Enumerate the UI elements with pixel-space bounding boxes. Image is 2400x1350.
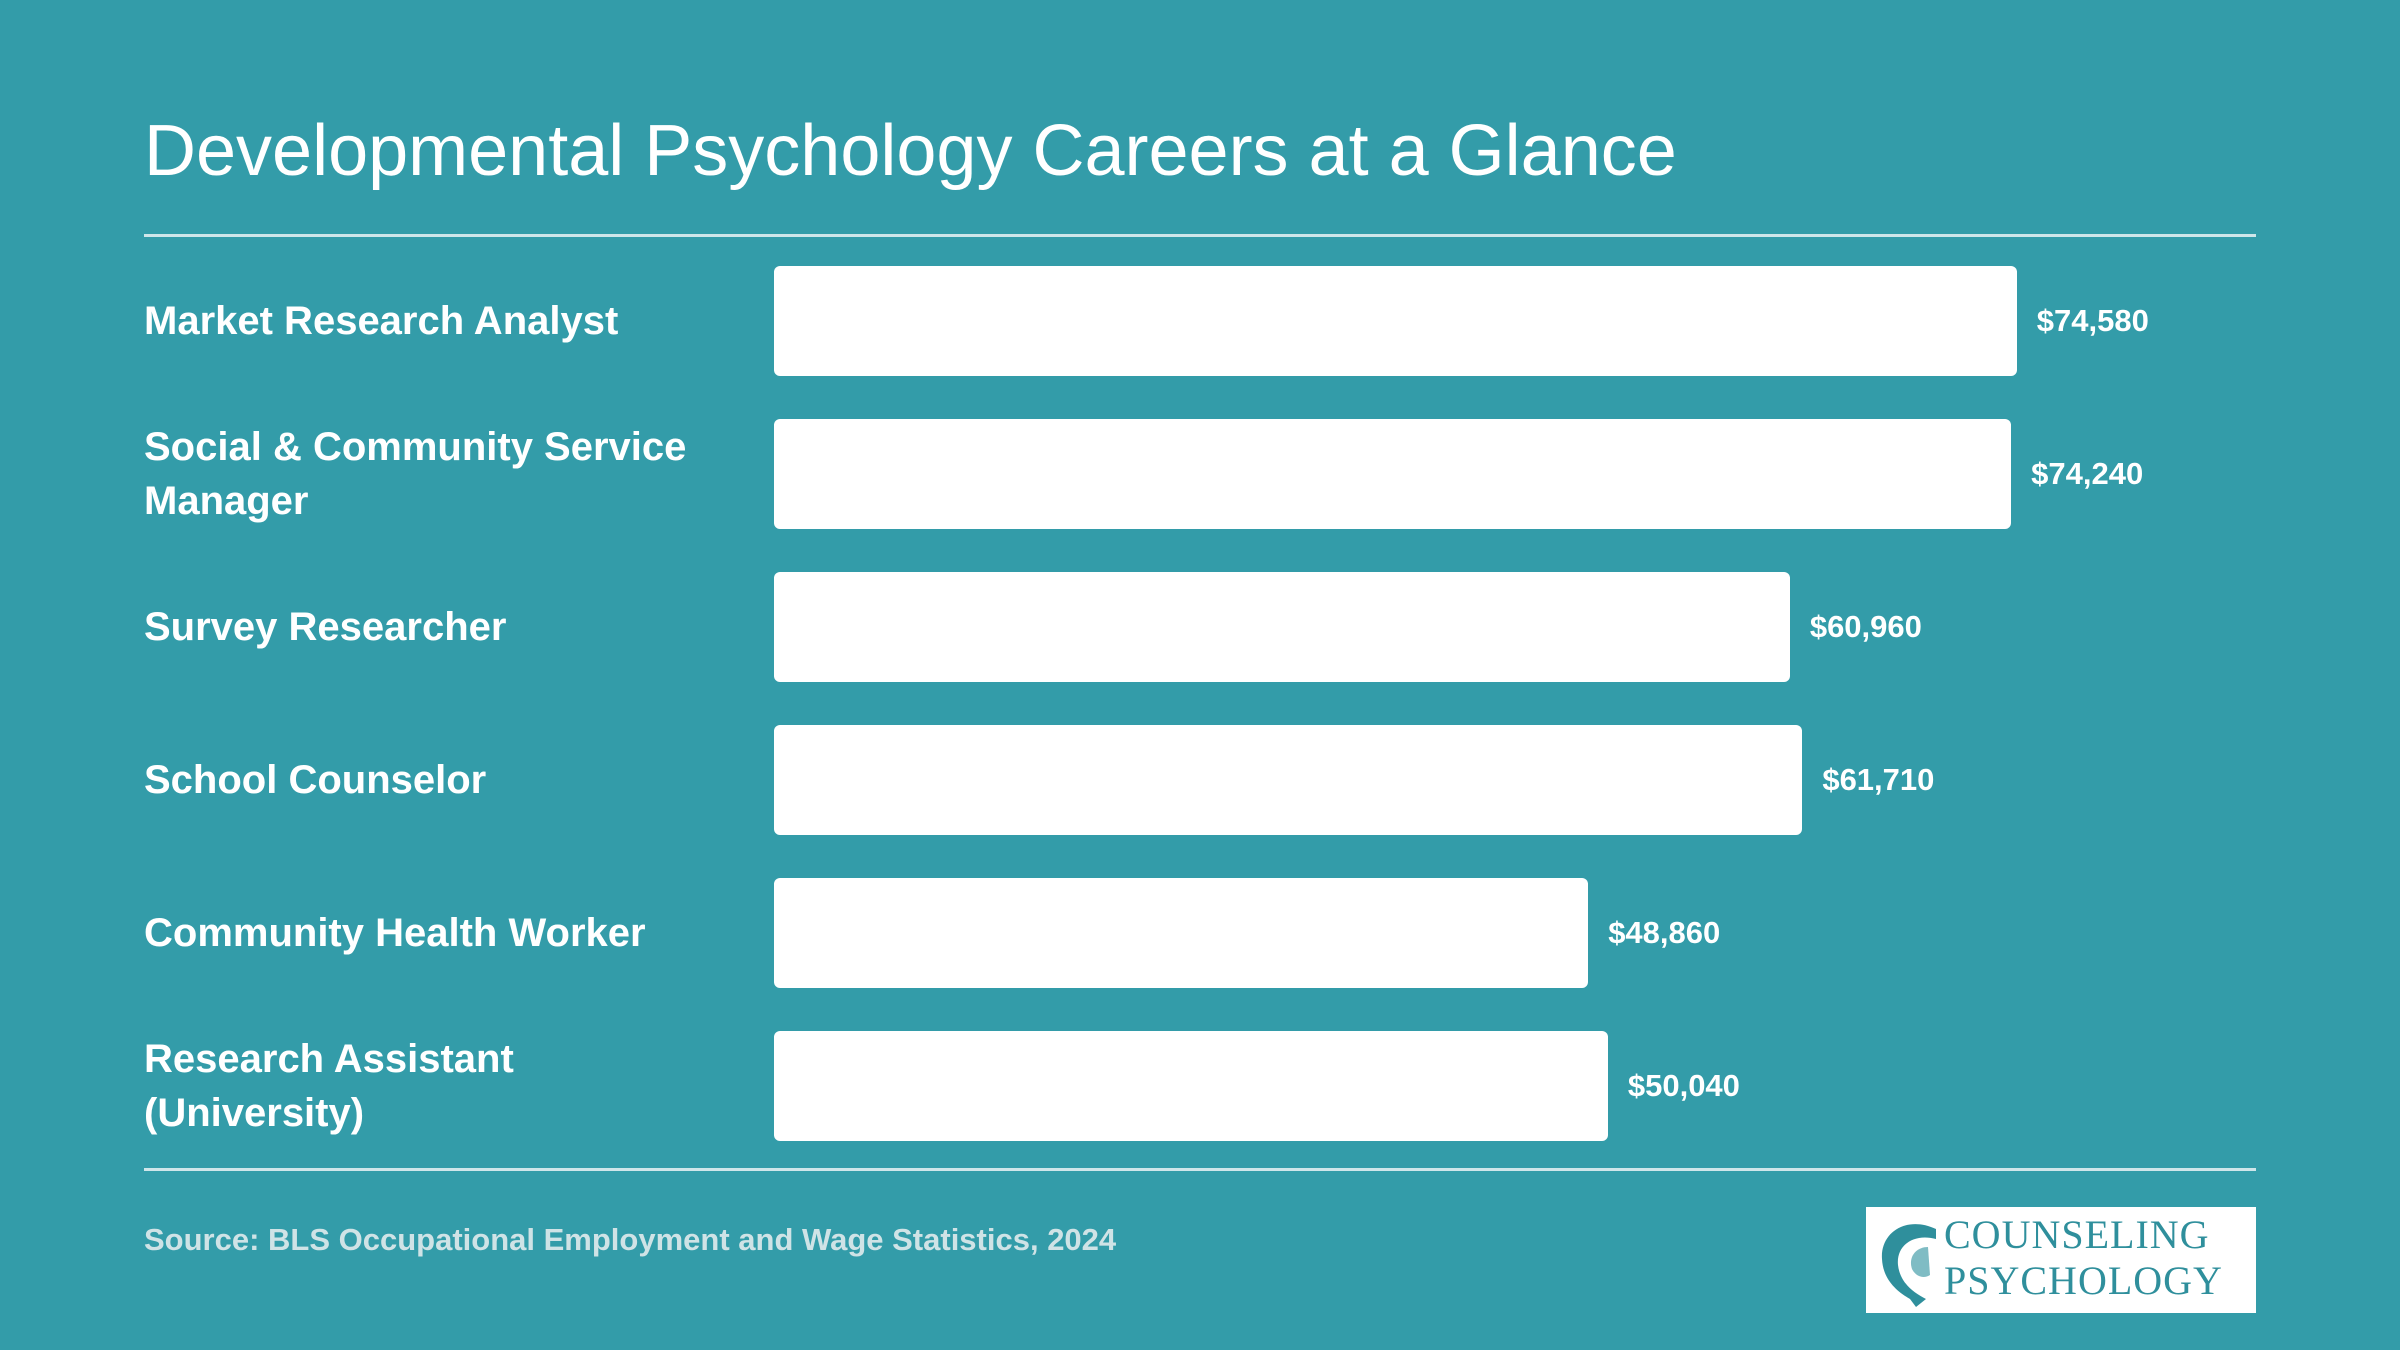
category-label: Market Research Analyst (144, 299, 619, 343)
bar (774, 572, 1790, 682)
bar (774, 266, 2017, 376)
category-label: School Counselor (144, 758, 487, 802)
divider (144, 234, 2256, 237)
category-label: Community Health Worker (144, 911, 646, 955)
value-label: $74,240 (2031, 456, 2144, 491)
logo-text: COUNSELING (1944, 1212, 2210, 1257)
category-label: Research Assistant (University) (144, 1037, 514, 1135)
divider (144, 1168, 2256, 1171)
value-label: $61,710 (1822, 762, 1935, 797)
logo-text: PSYCHOLOGY (1944, 1258, 2223, 1303)
value-label: $60,960 (1809, 609, 1922, 644)
logo-icon (1881, 1224, 1936, 1307)
value-label: $48,860 (1608, 915, 1721, 950)
bar (774, 1031, 1608, 1141)
chart-title: Developmental Psychology Careers at a Gl… (144, 111, 1677, 191)
logo: COUNSELING PSYCHOLOGY (1866, 1207, 2256, 1313)
value-label: $50,040 (1627, 1068, 1740, 1103)
bar (774, 419, 2012, 529)
bar (774, 878, 1589, 988)
source-note: Source: BLS Occupational Employment and … (144, 1222, 1117, 1257)
category-label: Social & Community Service Manager (144, 425, 687, 523)
category-label: Survey Researcher (144, 605, 507, 649)
value-label: $74,580 (2036, 303, 2149, 338)
bar (774, 725, 1803, 835)
